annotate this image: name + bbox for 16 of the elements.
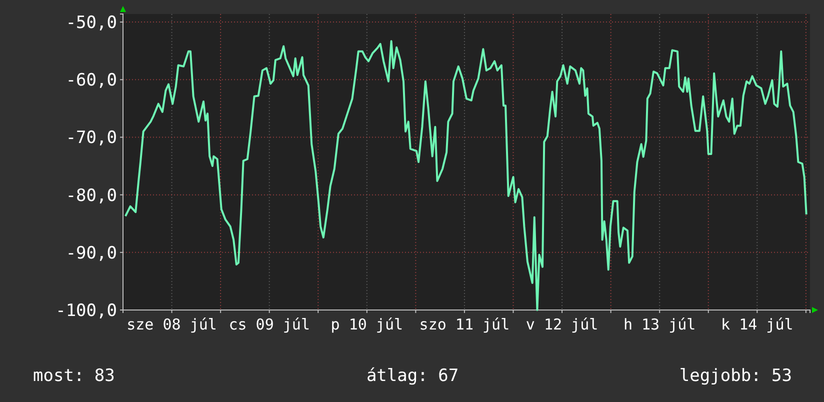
text: most: 83 xyxy=(33,366,115,386)
text: átlag: 67 xyxy=(366,366,459,386)
y-tick-label: -60,0 xyxy=(66,70,117,91)
y-tick-label: -90,0 xyxy=(66,243,117,264)
y-tick-label: -50,0 xyxy=(66,13,117,34)
x-tick-label: v 12 júl xyxy=(526,316,598,334)
x-tick-label: p 10 júl xyxy=(330,316,404,334)
x-tick-label: szo 11 júl xyxy=(419,316,510,334)
y-tick-label: -80,0 xyxy=(66,186,117,206)
x-tick-label: sze 08 júl xyxy=(126,316,217,334)
text: legjobb: 53 xyxy=(679,366,792,386)
x-tick-label: h 13 júl xyxy=(623,316,696,334)
y-tick-label: -100,0 xyxy=(56,300,117,321)
x-tick-label: k 14 júl xyxy=(721,316,794,334)
y-tick-label: -70,0 xyxy=(66,128,117,148)
x-tick-label: cs 09 júl xyxy=(228,316,310,334)
